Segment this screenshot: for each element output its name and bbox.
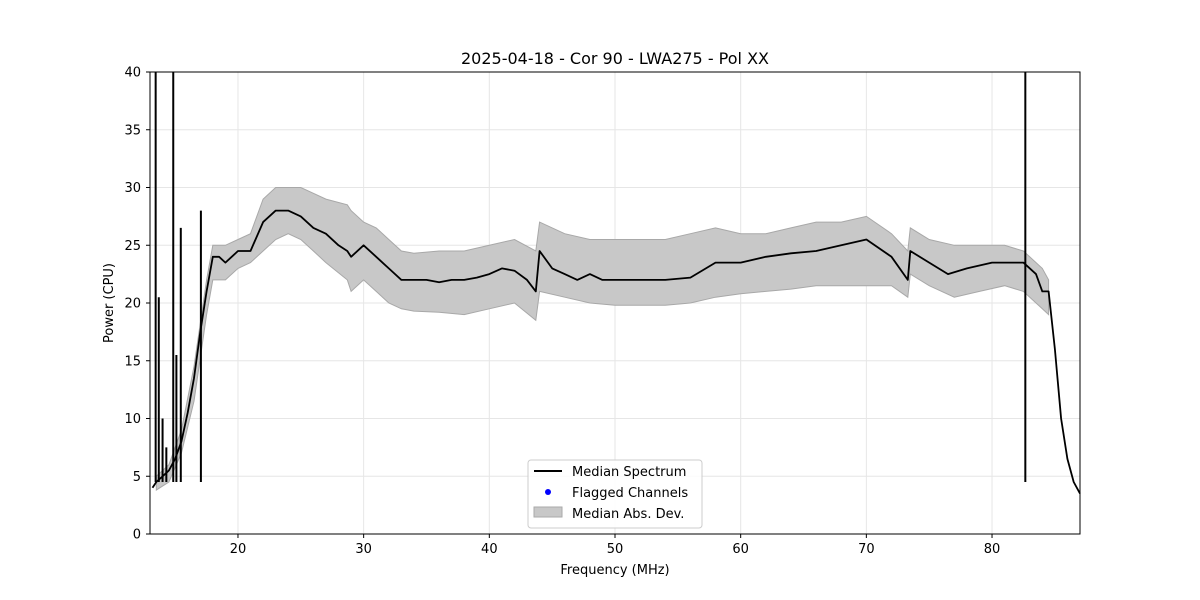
x-tick-label: 40 <box>481 542 498 557</box>
legend: Median Spectrum Flagged Channels Median … <box>527 459 703 529</box>
y-ticks: 0 5 10 15 20 25 30 35 40 <box>124 66 150 543</box>
legend-marker-handle <box>545 489 551 495</box>
y-tick-label: 25 <box>124 239 141 254</box>
y-tick-label: 5 <box>133 470 141 485</box>
y-tick-label: 15 <box>124 354 141 369</box>
y-tick-label: 10 <box>124 412 141 427</box>
legend-label-flagged-channels: Flagged Channels <box>572 486 688 501</box>
x-axis-label: Frequency (MHz) <box>560 563 669 578</box>
y-tick-label: 30 <box>124 181 141 196</box>
mad-band <box>155 187 1050 492</box>
x-ticks: 20 30 40 50 60 70 80 <box>230 534 1001 557</box>
legend-label-mad: Median Abs. Dev. <box>572 507 684 522</box>
legend-label-median-spectrum: Median Spectrum <box>572 465 686 480</box>
series-lines <box>151 209 1081 495</box>
y-tick-label: 40 <box>124 66 141 81</box>
x-tick-label: 50 <box>607 542 624 557</box>
y-tick-label: 35 <box>124 123 141 138</box>
legend-frame <box>527 459 703 529</box>
x-tick-label: 30 <box>355 542 372 557</box>
x-tick-label: 80 <box>984 542 1001 557</box>
legend-patch-handle <box>533 506 563 518</box>
rfi-spikes <box>154 72 1027 483</box>
x-tick-label: 60 <box>732 542 749 557</box>
x-tick-label: 20 <box>230 542 247 557</box>
x-tick-label: 70 <box>858 542 875 557</box>
y-tick-label: 20 <box>124 297 141 312</box>
mad-band-area <box>155 187 1050 492</box>
median-spectrum-line <box>151 209 1081 495</box>
chart-title: 2025-04-18 - Cor 90 - LWA275 - Pol XX <box>461 49 769 68</box>
y-tick-label: 0 <box>133 528 141 543</box>
y-axis-label: Power (CPU) <box>102 263 117 343</box>
